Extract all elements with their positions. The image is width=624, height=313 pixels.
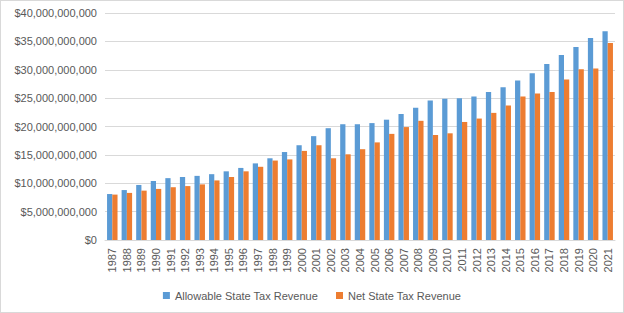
- svg-text:2011: 2011: [456, 248, 468, 272]
- svg-text:2004: 2004: [354, 248, 366, 272]
- svg-text:2001: 2001: [310, 248, 322, 272]
- svg-text:2012: 2012: [471, 248, 483, 272]
- svg-text:2008: 2008: [412, 248, 424, 272]
- svg-text:1990: 1990: [150, 248, 162, 272]
- svg-text:2007: 2007: [398, 248, 410, 272]
- svg-text:2005: 2005: [369, 248, 381, 272]
- svg-text:2013: 2013: [485, 248, 497, 272]
- svg-text:2019: 2019: [573, 248, 585, 272]
- svg-text:2010: 2010: [441, 248, 453, 272]
- svg-text:1992: 1992: [179, 248, 191, 272]
- svg-text:1996: 1996: [237, 248, 249, 272]
- svg-text:$10,000,000,000: $10,000,000,000: [14, 177, 97, 189]
- svg-text:Net State Tax Revenue: Net State Tax Revenue: [348, 290, 461, 302]
- svg-text:1997: 1997: [252, 248, 264, 272]
- svg-text:2014: 2014: [500, 248, 512, 272]
- svg-text:1999: 1999: [281, 248, 293, 272]
- svg-text:1998: 1998: [267, 248, 279, 272]
- svg-text:2006: 2006: [383, 248, 395, 272]
- svg-text:2000: 2000: [296, 248, 308, 272]
- svg-text:Allowable State Tax Revenue: Allowable State Tax Revenue: [175, 290, 318, 302]
- svg-text:2016: 2016: [529, 248, 541, 272]
- svg-text:2020: 2020: [587, 248, 599, 272]
- svg-text:$30,000,000,000: $30,000,000,000: [14, 64, 97, 76]
- svg-text:$25,000,000,000: $25,000,000,000: [14, 92, 97, 104]
- svg-text:2015: 2015: [514, 248, 526, 272]
- svg-text:1988: 1988: [121, 248, 133, 272]
- svg-text:$15,000,000,000: $15,000,000,000: [14, 149, 97, 161]
- svg-text:1993: 1993: [194, 248, 206, 272]
- svg-text:1989: 1989: [135, 248, 147, 272]
- svg-text:1991: 1991: [165, 248, 177, 272]
- svg-text:$35,000,000,000: $35,000,000,000: [14, 35, 97, 47]
- svg-text:2003: 2003: [339, 248, 351, 272]
- svg-text:$20,000,000,000: $20,000,000,000: [14, 121, 97, 133]
- svg-text:$0: $0: [85, 234, 97, 246]
- svg-text:2009: 2009: [427, 248, 439, 272]
- svg-text:2018: 2018: [558, 248, 570, 272]
- svg-text:2021: 2021: [602, 248, 614, 272]
- svg-text:1994: 1994: [208, 248, 220, 272]
- svg-text:$5,000,000,000: $5,000,000,000: [21, 206, 97, 218]
- svg-text:2002: 2002: [325, 248, 337, 272]
- svg-text:$40,000,000,000: $40,000,000,000: [14, 7, 97, 19]
- svg-text:1995: 1995: [223, 248, 235, 272]
- svg-text:1987: 1987: [106, 248, 118, 272]
- svg-text:2017: 2017: [543, 248, 555, 272]
